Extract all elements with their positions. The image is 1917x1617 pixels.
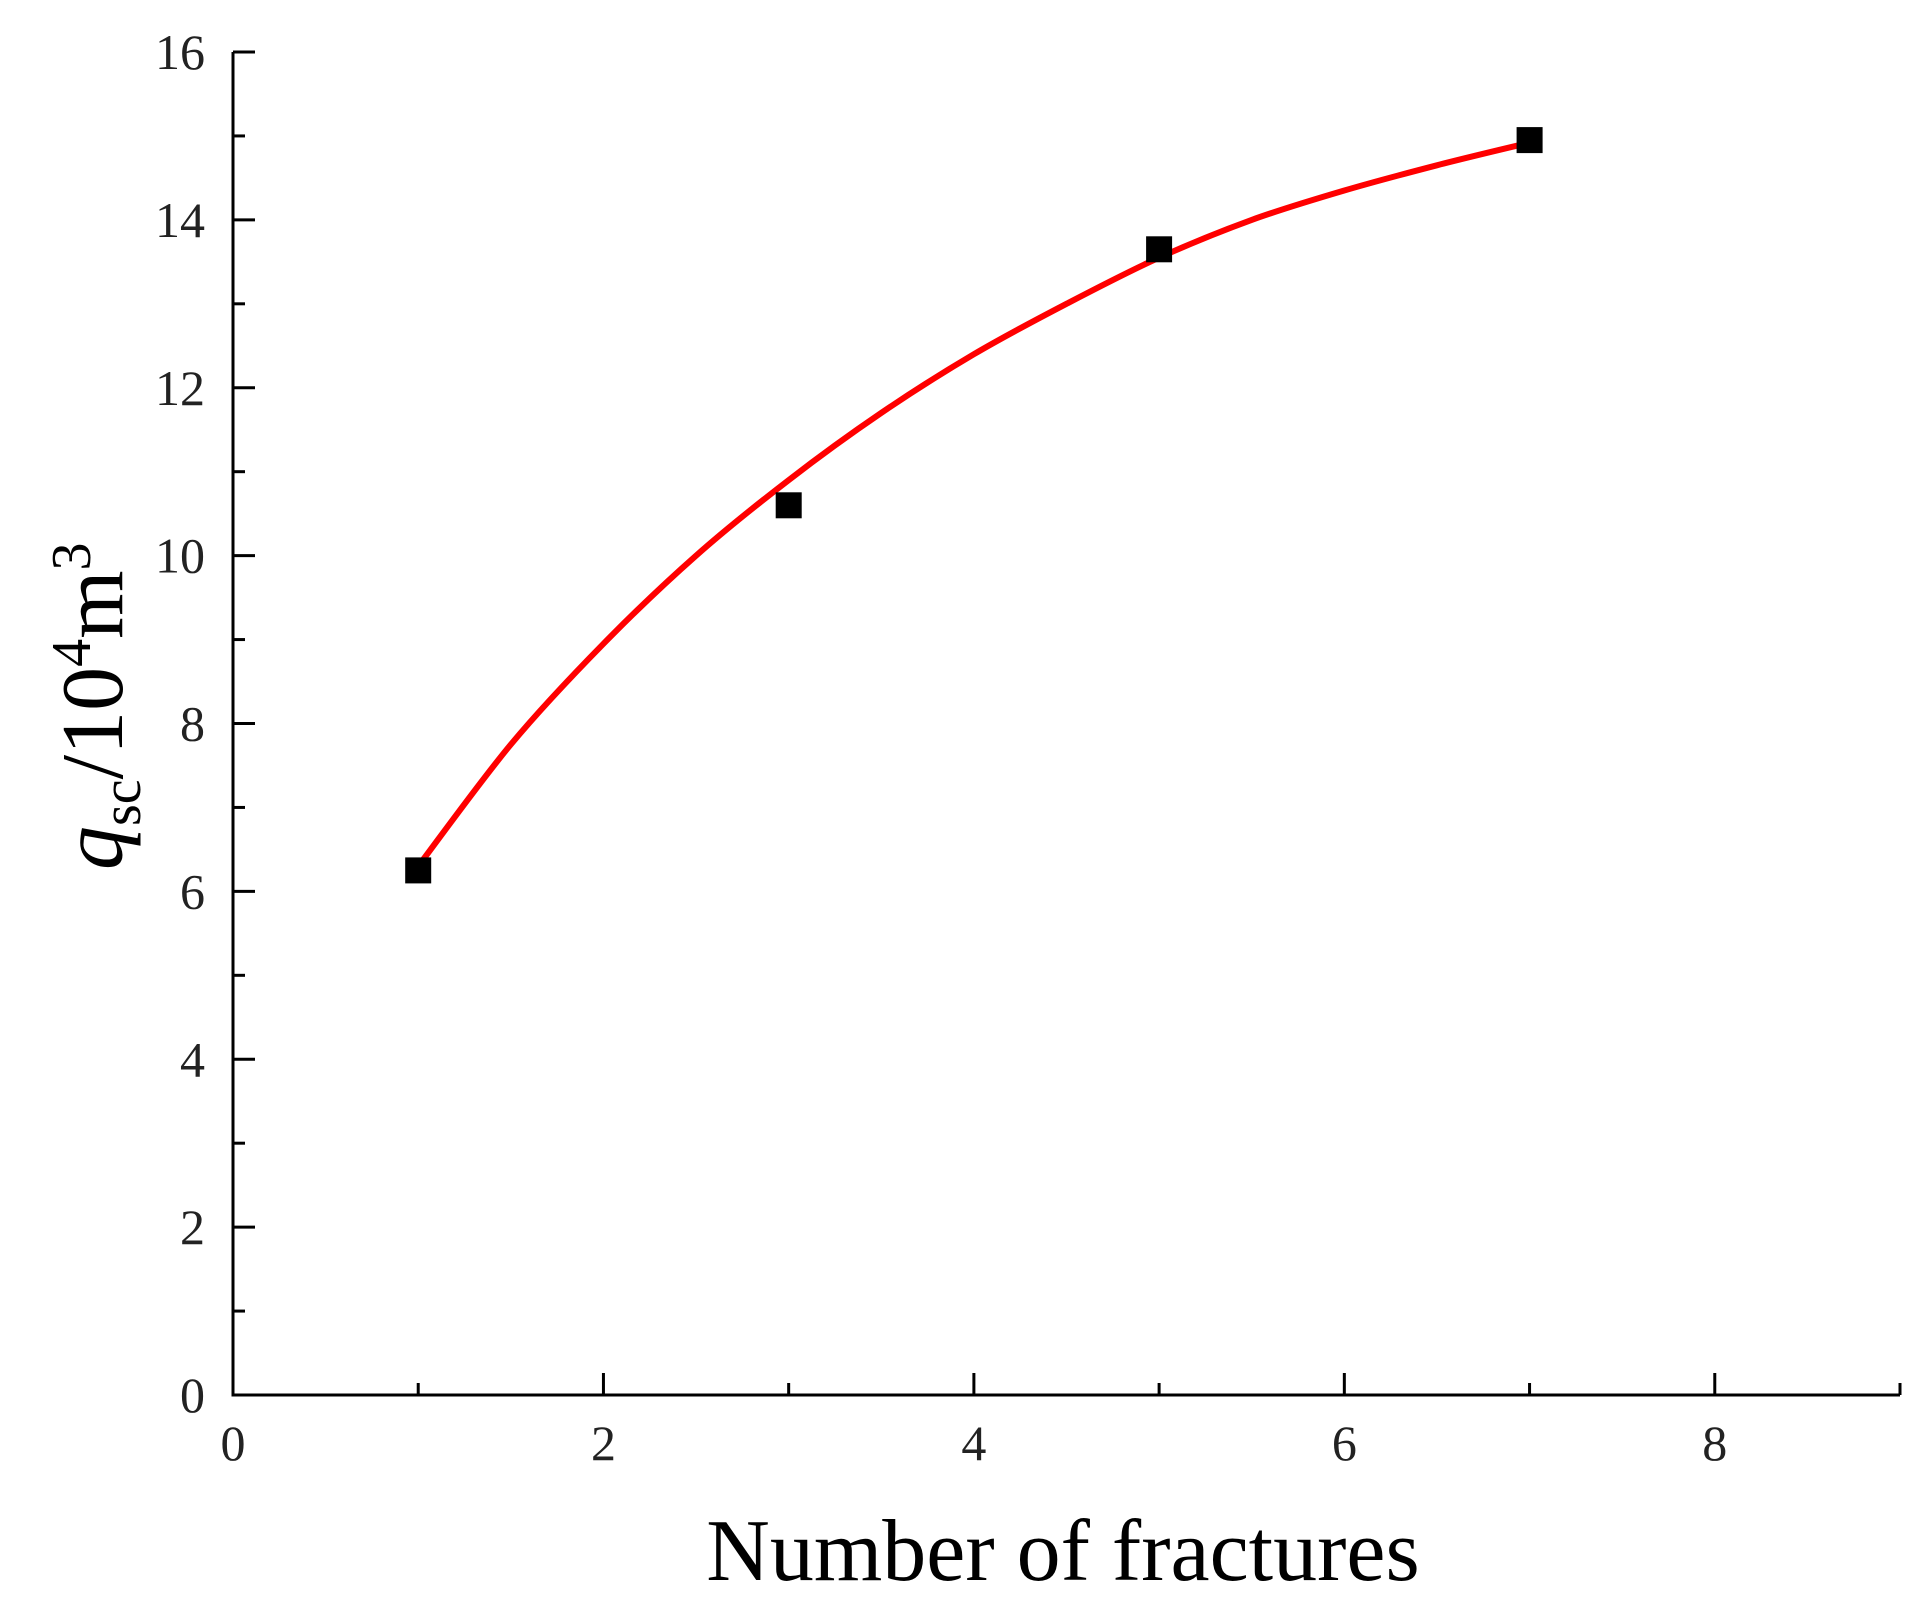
y-tick-label: 4 xyxy=(180,1031,205,1087)
fit-curve xyxy=(415,139,1533,870)
x-tick-label: 2 xyxy=(591,1415,616,1471)
data-point xyxy=(775,492,802,519)
y-axis-title-exp4: 4 xyxy=(41,639,103,667)
y-axis-title-exp3: 3 xyxy=(41,542,103,570)
x-tick-label: 4 xyxy=(961,1415,986,1471)
y-axis-title: qsc/104m3 xyxy=(41,542,153,870)
data-point xyxy=(1146,236,1173,263)
data-points xyxy=(405,127,1543,884)
y-tick-label: 16 xyxy=(155,24,205,80)
x-tick-label: 0 xyxy=(221,1415,246,1471)
x-axis-title: Number of fractures xyxy=(706,1503,1419,1600)
y-tick-label: 6 xyxy=(180,863,205,919)
chart-axes xyxy=(231,52,1900,1397)
y-tick-label: 2 xyxy=(180,1199,205,1255)
fit-curve-group xyxy=(415,139,1533,870)
x-tick-label: 8 xyxy=(1702,1415,1727,1471)
y-tick-label: 14 xyxy=(155,192,205,248)
y-axis-title-slash: /10 xyxy=(45,667,142,779)
y-axis-title-sub: sc xyxy=(91,779,153,826)
y-tick-label: 12 xyxy=(155,360,205,416)
y-tick-label: 0 xyxy=(180,1367,205,1423)
y-axis-title-q: q xyxy=(45,826,142,870)
chart-ticks: 0 2 4 6 8 0 2 4 6 8 10 12 14 16 xyxy=(155,24,1902,1471)
y-axis-title-unit: m xyxy=(45,570,142,638)
y-tick-label: 10 xyxy=(155,528,205,584)
x-tick-label: 6 xyxy=(1332,1415,1357,1471)
data-point xyxy=(1516,127,1543,154)
data-point xyxy=(405,857,432,884)
y-tick-label: 8 xyxy=(180,696,205,752)
